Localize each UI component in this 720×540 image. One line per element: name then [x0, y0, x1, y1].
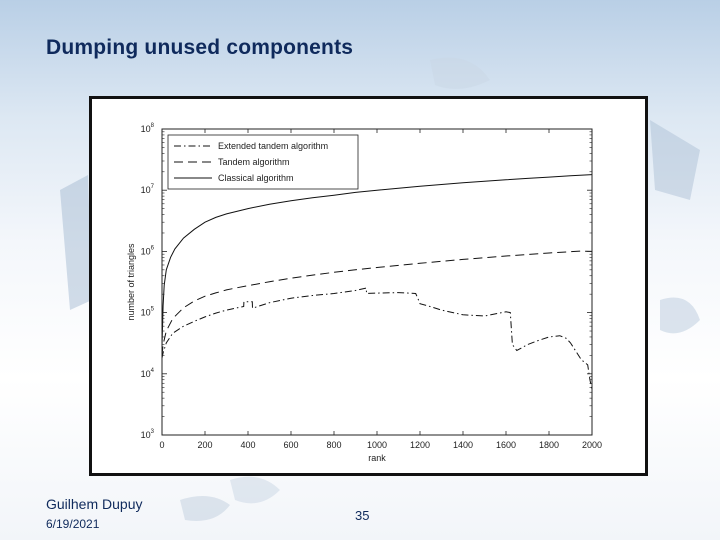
y-tick-label: 104 [141, 368, 155, 379]
slide-title: Dumping unused components [46, 36, 354, 59]
y-tick-label: 106 [141, 245, 155, 256]
legend-entry-1: Extended tandem algorithm [218, 141, 328, 151]
x-tick-label: 1400 [453, 440, 473, 450]
y-axis-label: number of triangles [126, 243, 136, 321]
page-number: 35 [355, 508, 370, 523]
legend-entry-2: Tandem algorithm [218, 157, 290, 167]
footer-author: Guilhem Dupuy [46, 496, 143, 512]
y-tick-label: 107 [141, 184, 155, 195]
x-tick-label: 1800 [539, 440, 559, 450]
x-tick-label: 0 [159, 440, 164, 450]
series-line-2 [161, 250, 593, 356]
x-tick-label: 1600 [496, 440, 516, 450]
x-axis-label: rank [368, 453, 386, 463]
series-line-1 [161, 287, 593, 390]
footer-date: 6/19/2021 [46, 517, 100, 531]
legend-entry-3: Classical algorithm [218, 173, 294, 183]
x-tick-label: 400 [240, 440, 255, 450]
x-tick-label: 600 [283, 440, 298, 450]
series-line-3 [161, 174, 593, 347]
chart-frame: 0 200 400 600 800 1000 1200 1400 1600 1800 2000 103… [89, 96, 648, 476]
legend-box [167, 134, 359, 190]
y-tick-label: 105 [141, 307, 155, 318]
x-tick-label: 1000 [367, 440, 387, 450]
x-tick-label: 800 [326, 440, 341, 450]
line-chart: 0 200 400 600 800 1000 1200 1400 1600 1800 2000 103… [126, 123, 602, 463]
y-tick-label: 108 [141, 123, 155, 134]
x-tick-label: 200 [197, 440, 212, 450]
x-tick-label: 2000 [582, 440, 602, 450]
y-tick-label: 103 [141, 429, 155, 440]
x-tick-label: 1200 [410, 440, 430, 450]
